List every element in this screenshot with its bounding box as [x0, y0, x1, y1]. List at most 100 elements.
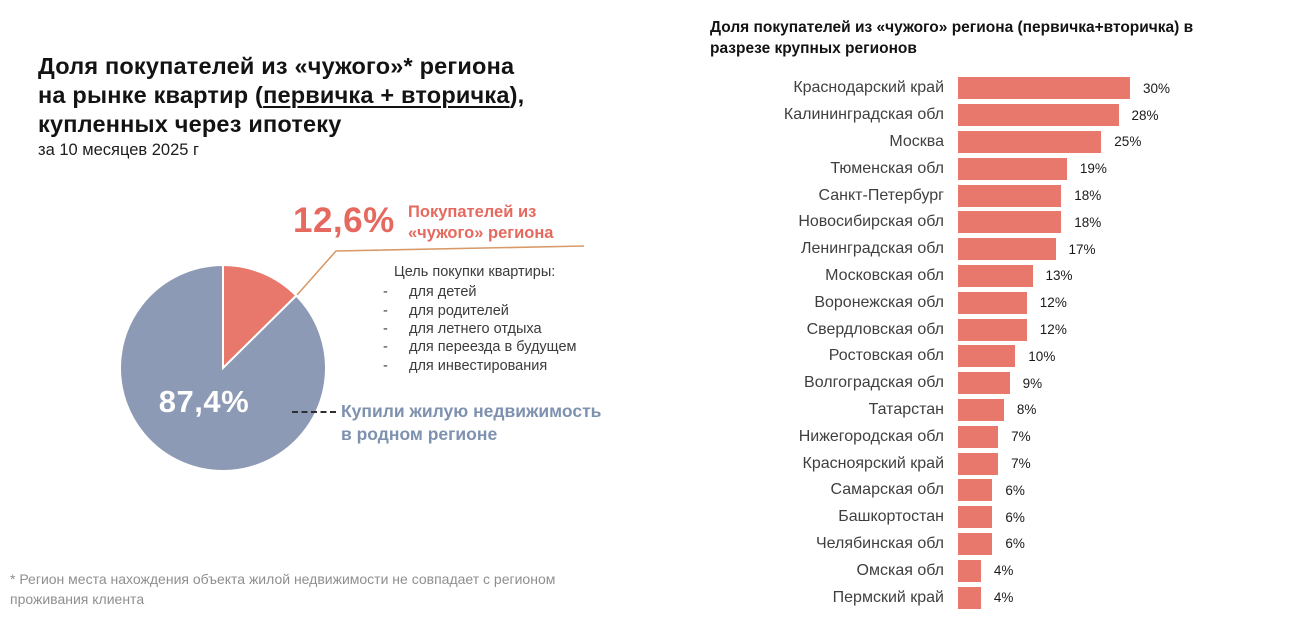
goal-item: - для переезда в будущем — [383, 338, 576, 356]
home-share-label: Купили жилую недвижимость в родном регио… — [341, 401, 602, 444]
bar-value-label: 4% — [993, 563, 1014, 579]
bar-category-label: Ленинградская обл — [800, 240, 944, 258]
bar-row: Новосибирская обл 18% — [656, 209, 1276, 236]
goal-item: - для инвестирования — [383, 357, 576, 375]
bar-row: Красноярский край 7% — [656, 450, 1276, 477]
bar-row: Краснодарский край 30% — [656, 75, 1276, 102]
goal-label: для переезда в будущем — [409, 339, 577, 356]
bar-category-label: Омская обл — [856, 561, 944, 579]
goal-dash: - — [383, 302, 388, 319]
bar — [958, 452, 999, 475]
bar — [958, 345, 1016, 368]
goal-dash: - — [383, 339, 388, 356]
pie-slice — [222, 263, 298, 371]
footnote: * Регион места нахождения объекта жилой … — [10, 571, 556, 607]
bar — [958, 184, 1062, 207]
bar-row: Ленинградская обл 17% — [656, 236, 1276, 263]
bar-category-label: Воронежская обл — [814, 293, 944, 311]
bar-value-label: 4% — [993, 590, 1014, 606]
bar-category-label: Краснодарский край — [793, 79, 944, 97]
bar-category-label: Челябинская обл — [815, 534, 944, 552]
bar-value-label: 17% — [1068, 241, 1096, 257]
bar-row: Московская обл 13% — [656, 263, 1276, 290]
callout-connector-line — [296, 245, 585, 296]
bar-value-label: 19% — [1079, 161, 1107, 177]
bar-row: Нижегородская обл 7% — [656, 423, 1276, 450]
bar-category-label: Красноярский край — [802, 454, 944, 472]
bar — [958, 559, 981, 582]
bar-value-label: 8% — [1016, 402, 1037, 418]
bar — [958, 291, 1027, 314]
bar-category-label: Ростовская обл — [828, 347, 944, 365]
bar-category-label: Санкт-Петербург — [818, 186, 944, 204]
foreign-share-value: 12,6% — [293, 201, 395, 240]
bar-chart: Краснодарский край 30% Калининградская обл… — [656, 75, 1276, 611]
foreign-share-label: Покупателей из «чужого» региона — [408, 203, 554, 242]
bar — [958, 130, 1102, 153]
bar-row: Свердловская обл 12% — [656, 316, 1276, 343]
right-chart-title: Доля покупателей из «чужого» региона (пе… — [710, 19, 1194, 57]
bar-value-label: 6% — [1005, 536, 1025, 552]
bar — [958, 425, 999, 448]
bar-row: Челябинская обл 6% — [656, 531, 1276, 558]
bar-row: Волгоградская обл 9% — [656, 370, 1276, 397]
bar-value-label: 18% — [1074, 188, 1102, 204]
bar — [958, 479, 993, 502]
bar-row: Пермский край 4% — [656, 584, 1276, 611]
bar-value-label: 28% — [1131, 107, 1159, 123]
bar — [958, 264, 1033, 287]
bar-value-label: 12% — [1039, 295, 1067, 311]
bar-row: Самарская обл 6% — [656, 477, 1276, 504]
bar — [958, 398, 1004, 421]
purchase-goals-title: Цель покупки квартиры: — [394, 264, 556, 280]
pie-slice — [119, 263, 327, 472]
bar-value-label: 18% — [1074, 214, 1102, 230]
goal-label: для детей — [409, 284, 477, 301]
goal-label: для инвестирования — [409, 357, 548, 374]
bar-value-label: 9% — [1022, 375, 1043, 391]
bar — [958, 238, 1056, 261]
home-label-connector-line — [292, 411, 336, 413]
goal-item: - для детей — [383, 283, 576, 301]
goal-item: - для летнего отдыха — [383, 320, 576, 338]
bar-row: Омская обл 4% — [656, 557, 1276, 584]
bar-category-label: Нижегородская обл — [798, 427, 944, 445]
bar-category-label: Москва — [889, 132, 944, 150]
bar — [958, 211, 1062, 234]
goal-item: - для родителей — [383, 301, 576, 319]
bar — [958, 506, 993, 529]
bar — [958, 586, 981, 609]
left-chart-subtitle: за 10 месяцев 2025 г — [38, 141, 200, 159]
bar-value-label: 13% — [1045, 268, 1073, 284]
bar-value-label: 7% — [1011, 429, 1031, 445]
bar-value-label: 6% — [1005, 482, 1025, 498]
bar-row: Татарстан 8% — [656, 397, 1276, 424]
left-chart-title: Доля покупателей из «чужого»* региона на… — [38, 53, 525, 137]
bar — [958, 372, 1010, 395]
bar-category-label: Свердловская обл — [806, 320, 944, 338]
bar-row: Калининградская обл 28% — [656, 102, 1276, 129]
goal-dash: - — [383, 284, 388, 301]
bar-row: Москва 25% — [656, 129, 1276, 156]
bar-value-label: 25% — [1114, 134, 1142, 150]
bar — [958, 532, 993, 555]
bar-category-label: Московская обл — [825, 266, 944, 284]
pie-chart — [119, 263, 327, 472]
bar-category-label: Пермский край — [832, 588, 944, 606]
bar-row: Воронежская обл 12% — [656, 289, 1276, 316]
bar-category-label: Татарстан — [868, 400, 944, 418]
bar — [958, 318, 1027, 341]
bar — [958, 104, 1119, 127]
bar-category-label: Башкортостан — [838, 508, 944, 526]
bar — [958, 157, 1067, 180]
bar-category-label: Новосибирская обл — [798, 213, 944, 231]
bar-row: Тюменская обл 19% — [656, 155, 1276, 182]
bar-category-label: Тюменская обл — [830, 159, 944, 177]
bar-value-label: 12% — [1039, 322, 1067, 338]
bar-row: Санкт-Петербург 18% — [656, 182, 1276, 209]
goal-dash: - — [383, 320, 388, 337]
goal-label: для летнего отдыха — [409, 320, 542, 337]
bar-category-label: Волгоградская обл — [804, 374, 944, 392]
bar-category-label: Самарская обл — [830, 481, 944, 499]
